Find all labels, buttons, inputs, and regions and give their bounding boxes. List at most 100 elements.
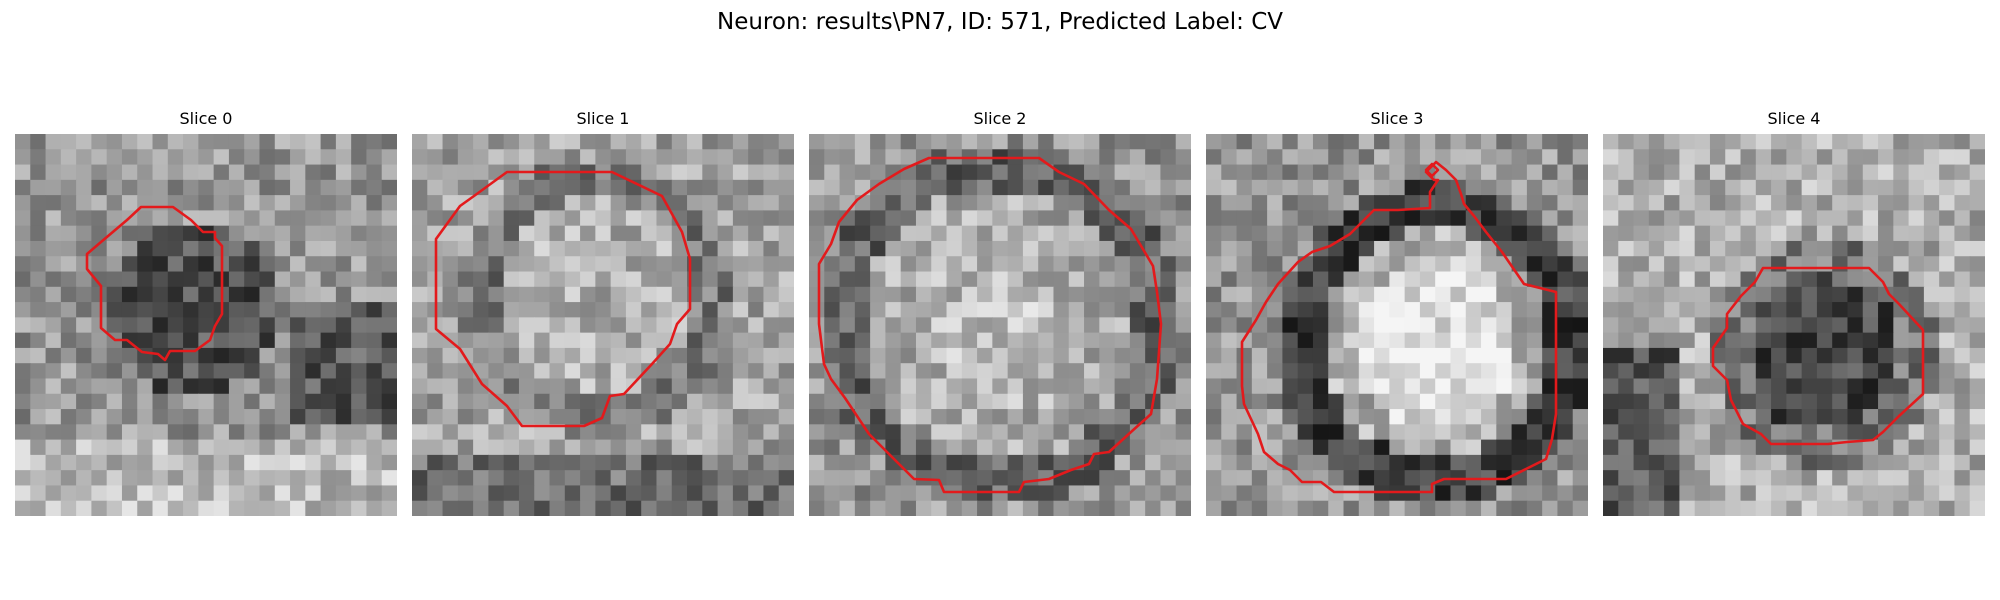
image-pixel — [290, 225, 306, 242]
image-pixel — [1939, 347, 1956, 364]
image-pixel — [1129, 271, 1146, 288]
image-pixel — [687, 134, 703, 150]
image-pixel — [488, 409, 505, 425]
image-pixel — [1557, 409, 1574, 425]
image-pixel — [335, 378, 352, 395]
image-pixel — [1648, 271, 1665, 288]
image-pixel — [1236, 485, 1253, 502]
image-pixel — [1053, 317, 1070, 334]
image-pixel — [992, 302, 1009, 318]
image-pixel — [763, 470, 780, 487]
image-pixel — [732, 240, 749, 257]
image-pixel — [671, 500, 688, 516]
image-pixel — [977, 393, 993, 410]
image-pixel — [748, 149, 765, 166]
image-pixel — [1878, 393, 1894, 410]
image-pixel — [1404, 424, 1421, 441]
image-pixel — [1740, 500, 1757, 516]
image-pixel — [91, 256, 108, 273]
image-pixel — [1419, 271, 1436, 288]
image-pixel — [457, 424, 474, 441]
image-pixel — [1282, 271, 1299, 288]
image-pixel — [412, 470, 428, 487]
image-pixel — [488, 256, 505, 273]
image-pixel — [1908, 500, 1925, 516]
image-pixel — [274, 485, 291, 502]
image-pixel — [106, 210, 123, 227]
image-pixel — [1160, 409, 1177, 425]
image-pixel — [442, 424, 459, 441]
image-pixel — [1664, 210, 1680, 227]
image-pixel — [1099, 332, 1116, 349]
image-pixel — [305, 271, 322, 288]
image-pixel — [824, 424, 841, 441]
image-pixel — [1923, 195, 1940, 211]
image-pixel — [1557, 424, 1574, 441]
image-pixel — [1923, 164, 1940, 181]
image-pixel — [106, 256, 123, 273]
image-pixel — [366, 332, 383, 349]
image-pixel — [1099, 409, 1116, 425]
image-pixel — [946, 393, 963, 410]
image-pixel — [900, 363, 917, 380]
image-pixel — [1709, 439, 1726, 456]
image-pixel — [488, 149, 505, 166]
image-pixel — [564, 149, 581, 166]
image-pixel — [656, 347, 673, 364]
image-pixel — [992, 409, 1009, 425]
image-pixel — [580, 393, 596, 410]
image-pixel — [1435, 485, 1452, 502]
image-pixel — [1419, 317, 1436, 334]
image-pixel — [824, 500, 841, 516]
image-pixel — [121, 134, 138, 150]
image-pixel — [610, 500, 627, 516]
image-pixel — [427, 332, 444, 349]
image-pixel — [870, 195, 886, 211]
image-pixel — [45, 363, 62, 380]
image-pixel — [1664, 164, 1680, 181]
image-pixel — [30, 195, 47, 211]
image-pixel — [854, 149, 871, 166]
image-pixel — [442, 500, 459, 516]
image-pixel — [1358, 485, 1375, 502]
image-pixel — [549, 500, 566, 516]
image-pixel — [290, 347, 306, 364]
image-pixel — [15, 363, 31, 380]
image-pixel — [1099, 149, 1116, 166]
image-pixel — [763, 485, 780, 502]
image-pixel — [213, 439, 230, 456]
image-pixel — [1862, 500, 1879, 516]
image-pixel — [1267, 164, 1283, 181]
image-pixel — [1343, 470, 1360, 487]
image-pixel — [335, 179, 352, 196]
image-pixel — [854, 134, 871, 150]
image-pixel — [518, 240, 535, 257]
image-pixel — [1572, 485, 1588, 502]
image-pixel — [1664, 424, 1680, 441]
image-pixel — [610, 454, 627, 471]
image-pixel — [1542, 256, 1559, 273]
image-pixel — [977, 179, 993, 196]
image-pixel — [1481, 195, 1497, 211]
image-pixel — [1297, 454, 1314, 471]
image-pixel — [1725, 332, 1742, 349]
image-pixel — [167, 485, 184, 502]
image-pixel — [687, 378, 703, 395]
image-pixel — [1328, 332, 1345, 349]
image-pixel — [1847, 225, 1864, 242]
image-pixel — [778, 409, 794, 425]
image-pixel — [656, 470, 673, 487]
image-pixel — [564, 195, 581, 211]
image-pixel — [366, 256, 383, 273]
image-pixel — [839, 256, 856, 273]
image-pixel — [656, 409, 673, 425]
image-pixel — [183, 179, 199, 196]
image-pixel — [1893, 317, 1910, 334]
image-pixel — [1816, 149, 1833, 166]
image-pixel — [137, 470, 154, 487]
image-pixel — [1939, 454, 1956, 471]
image-pixel — [580, 134, 596, 150]
image-pixel — [900, 149, 917, 166]
image-pixel — [259, 179, 276, 196]
image-pixel — [1282, 134, 1299, 150]
